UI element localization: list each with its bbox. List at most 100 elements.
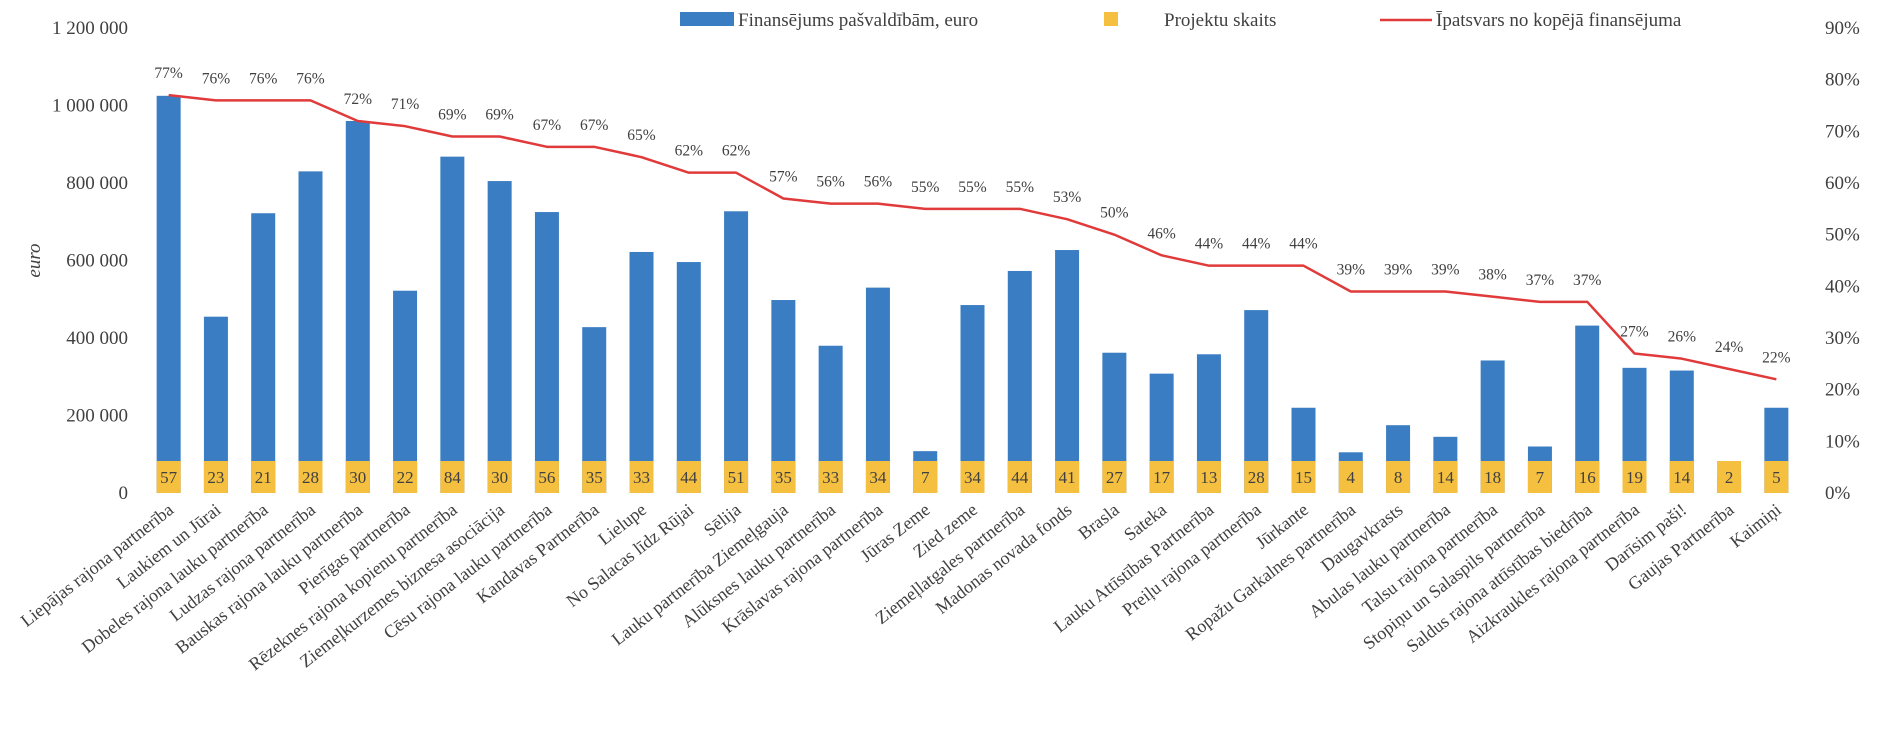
project-count-box [629,461,654,493]
project-count-box [1764,461,1789,493]
right-tick-label: 60% [1825,173,1860,194]
project-count-label: 13 [1200,468,1217,487]
right-tick-label: 70% [1825,121,1860,142]
share-label: 44% [1242,236,1271,253]
share-label: 24% [1715,339,1744,356]
category-label: Dobeles rajona lauku partnerība [78,499,272,657]
share-label: 72% [344,91,373,108]
funding-bar [676,262,701,493]
project-count-label: 18 [1484,468,1501,487]
share-label: 55% [1006,179,1035,196]
left-tick-label: 1 200 000 [52,18,128,39]
share-label: 56% [816,174,845,191]
project-count-label: 35 [775,468,792,487]
project-count-box [724,461,749,493]
project-count-box [156,461,181,493]
share-label: 50% [1100,205,1129,222]
project-count-box [1433,461,1458,493]
funding-bar [1055,250,1080,493]
funding-bar [487,181,512,493]
project-count-label: 5 [1772,468,1781,487]
project-count-box [1244,461,1269,493]
project-count-label: 14 [1437,468,1455,487]
share-label: 39% [1337,262,1366,279]
share-label: 77% [154,65,183,82]
left-tick-label: 0 [119,483,129,504]
project-count-label: 7 [1536,468,1545,487]
project-count-label: 41 [1059,468,1076,487]
share-label: 55% [911,179,940,196]
project-count-box [771,461,796,493]
project-count-box [818,461,843,493]
legend-swatch-count [1104,12,1118,26]
project-count-box [203,461,228,493]
project-count-box [1386,461,1411,493]
share-label: 69% [438,107,467,124]
share-label: 57% [769,169,798,186]
project-count-label: 35 [586,468,603,487]
project-count-box [676,461,701,493]
share-label: 65% [627,127,656,144]
project-count-box [440,461,465,493]
project-count-label: 16 [1579,468,1596,487]
right-tick-label: 20% [1825,380,1860,401]
share-line [168,93,1777,381]
project-count-label: 33 [822,468,839,487]
left-tick-label: 400 000 [66,328,128,349]
project-count-label: 4 [1347,468,1356,487]
project-count-box [298,461,323,493]
right-tick-label: 10% [1825,431,1860,452]
project-count-box [534,461,559,493]
project-count-label: 8 [1394,468,1403,487]
project-count-label: 34 [869,468,887,487]
project-count-label: 33 [633,468,650,487]
funding-bar [440,156,465,493]
project-count-box [1102,461,1127,493]
share-label: 76% [249,70,278,87]
share-label: 39% [1384,262,1413,279]
right-axis: 0% 10% 20% 30% 40% 50% 60% 70% 80% 90% [1825,18,1860,504]
project-count-box [1055,461,1080,493]
right-tick-label: 50% [1825,225,1860,246]
project-count-box [582,461,607,493]
project-count-label: 28 [302,468,319,487]
project-count-box [1338,461,1363,493]
project-count-label: 15 [1295,468,1312,487]
legend: Finansējums pašvaldībām, euro Projektu sk… [680,10,1682,31]
left-tick-label: 1 000 000 [52,96,128,117]
legend-label-share: Īpatsvars no kopējā finansējuma [1436,10,1682,31]
share-label: 39% [1431,262,1460,279]
share-label: 46% [1147,225,1176,242]
funding-bar [345,121,370,493]
legend-label-count: Projektu skaits [1164,10,1276,31]
share-label: 76% [296,70,325,87]
project-count-box [345,461,370,493]
project-count-box [1007,461,1032,493]
funding-bar [724,211,749,493]
share-label: 62% [675,143,704,160]
project-count-label: 27 [1106,468,1124,487]
share-label: 53% [1053,189,1082,206]
funding-bar [865,287,890,493]
project-count-label: 44 [680,468,698,487]
share-label: 22% [1762,349,1791,366]
right-tick-label: 30% [1825,328,1860,349]
project-count-label: 23 [207,468,224,487]
project-count-label: 21 [255,468,272,487]
right-tick-label: 80% [1825,70,1860,91]
project-count-box [251,461,276,493]
project-count-label: 51 [728,468,745,487]
project-count-box [1149,461,1174,493]
project-count-label: 84 [444,468,462,487]
project-count-box [1480,461,1505,493]
bars [156,95,1789,493]
project-count-box [393,461,418,493]
project-count-box [1717,461,1742,493]
share-label: 67% [580,117,609,134]
share-label: 44% [1289,236,1318,253]
funding-bar [1007,270,1032,493]
funding-bar [393,290,418,493]
project-count-label: 56 [538,468,555,487]
project-count-box [1622,461,1647,493]
